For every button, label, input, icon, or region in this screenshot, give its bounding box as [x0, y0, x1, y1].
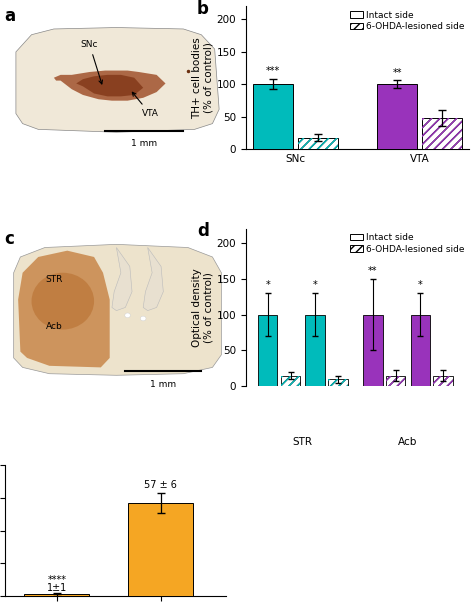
- Text: VTA: VTA: [132, 92, 158, 118]
- Text: ****: ****: [47, 574, 66, 585]
- Bar: [281, 376, 300, 386]
- Polygon shape: [112, 247, 132, 311]
- Text: c: c: [5, 230, 15, 248]
- Polygon shape: [16, 28, 219, 132]
- Bar: [422, 118, 462, 149]
- Bar: [433, 376, 453, 386]
- Text: STR: STR: [292, 437, 312, 447]
- Polygon shape: [54, 70, 165, 101]
- Polygon shape: [143, 247, 164, 311]
- Bar: [433, 376, 453, 386]
- Bar: [328, 379, 347, 386]
- Bar: [254, 84, 293, 149]
- Text: ***: ***: [266, 66, 280, 76]
- Text: d: d: [197, 222, 209, 240]
- Bar: [328, 379, 347, 386]
- Polygon shape: [18, 250, 109, 367]
- Bar: [422, 118, 462, 149]
- Text: *: *: [418, 281, 423, 290]
- Bar: [24, 594, 89, 596]
- Text: 1±1: 1±1: [46, 583, 67, 593]
- Bar: [386, 376, 405, 386]
- Text: *: *: [265, 281, 270, 290]
- Bar: [305, 315, 325, 386]
- Text: b: b: [197, 0, 209, 18]
- Legend: Intact side, 6-OHDA-lesioned side: Intact side, 6-OHDA-lesioned side: [350, 233, 465, 254]
- Bar: [281, 376, 300, 386]
- Text: *: *: [313, 281, 318, 290]
- Text: 57 ± 6: 57 ± 6: [145, 480, 177, 490]
- Bar: [298, 138, 338, 149]
- Text: **: **: [368, 266, 378, 276]
- Ellipse shape: [32, 273, 94, 329]
- Bar: [363, 315, 383, 386]
- Text: Acb: Acb: [46, 322, 62, 331]
- Y-axis label: Optical density
(% of control): Optical density (% of control): [192, 268, 214, 347]
- Ellipse shape: [140, 316, 146, 321]
- Text: SNc: SNc: [81, 40, 102, 84]
- Polygon shape: [76, 75, 143, 96]
- Bar: [377, 84, 417, 149]
- Legend: Intact side, 6-OHDA-lesioned side: Intact side, 6-OHDA-lesioned side: [350, 10, 465, 31]
- Text: Acb: Acb: [398, 437, 418, 447]
- Ellipse shape: [125, 313, 130, 318]
- Bar: [298, 138, 338, 149]
- Text: STR: STR: [45, 275, 63, 284]
- Text: 1 mm: 1 mm: [131, 140, 157, 149]
- Text: **: **: [392, 68, 402, 78]
- Bar: [128, 503, 193, 596]
- Bar: [258, 315, 277, 386]
- Bar: [386, 376, 405, 386]
- Text: a: a: [5, 7, 16, 25]
- Bar: [410, 315, 430, 386]
- Text: 1 mm: 1 mm: [150, 380, 176, 389]
- Polygon shape: [14, 244, 221, 375]
- Y-axis label: TH+ cell bodies
(% of control): TH+ cell bodies (% of control): [192, 37, 214, 119]
